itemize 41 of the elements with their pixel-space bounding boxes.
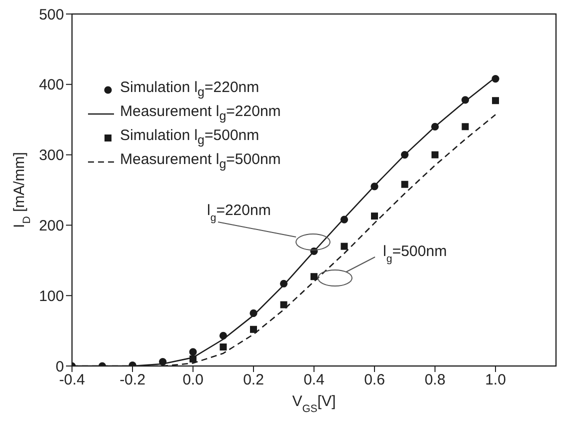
x-tick-label: 0.2 xyxy=(243,372,264,389)
point xyxy=(189,348,197,356)
point xyxy=(371,212,378,220)
x-axis-title: V$_{GS}$[V] xyxy=(292,393,336,415)
point xyxy=(340,216,348,224)
point xyxy=(220,343,227,350)
y-tick-label: 200 xyxy=(38,218,64,235)
point xyxy=(250,309,258,317)
y-tick-label: 100 xyxy=(38,288,64,305)
y-tick-label: 400 xyxy=(38,76,64,94)
x-tick-label: 0.4 xyxy=(304,372,324,389)
y-tick-label: 500 xyxy=(38,6,64,24)
point xyxy=(400,151,409,159)
point xyxy=(432,151,438,158)
point xyxy=(219,332,228,340)
point xyxy=(310,273,318,280)
point xyxy=(462,123,469,130)
x-tick-label: 1.0 xyxy=(485,372,506,389)
point xyxy=(461,96,470,104)
point xyxy=(340,242,348,250)
y-tick-label: 300 xyxy=(38,147,64,164)
x-tick-label: 0.8 xyxy=(424,372,446,389)
legend-label: Simulation l$_{g}$=220nm xyxy=(120,78,260,101)
annotation: l$_{g}$=220nm xyxy=(207,202,271,224)
legend-label: Measurement l$_{g}$=500nm xyxy=(120,150,281,173)
point xyxy=(492,74,500,83)
point xyxy=(280,280,288,288)
point xyxy=(158,358,167,366)
legend-label: Measurement l$_{g}$=220nm xyxy=(120,102,281,125)
point xyxy=(492,97,499,104)
annotation: l$_{g}$=500nm xyxy=(383,243,447,265)
x-tick-label: 0.0 xyxy=(182,372,204,389)
point xyxy=(190,355,196,362)
x-tick-label: 0.6 xyxy=(364,372,385,389)
point xyxy=(250,326,257,333)
point xyxy=(370,182,378,190)
point xyxy=(280,301,288,308)
point xyxy=(401,180,408,188)
point xyxy=(431,122,439,130)
x-tick-label: -0.2 xyxy=(120,372,146,389)
legend-label: Simulation l$_{g}$=500nm xyxy=(120,126,260,149)
